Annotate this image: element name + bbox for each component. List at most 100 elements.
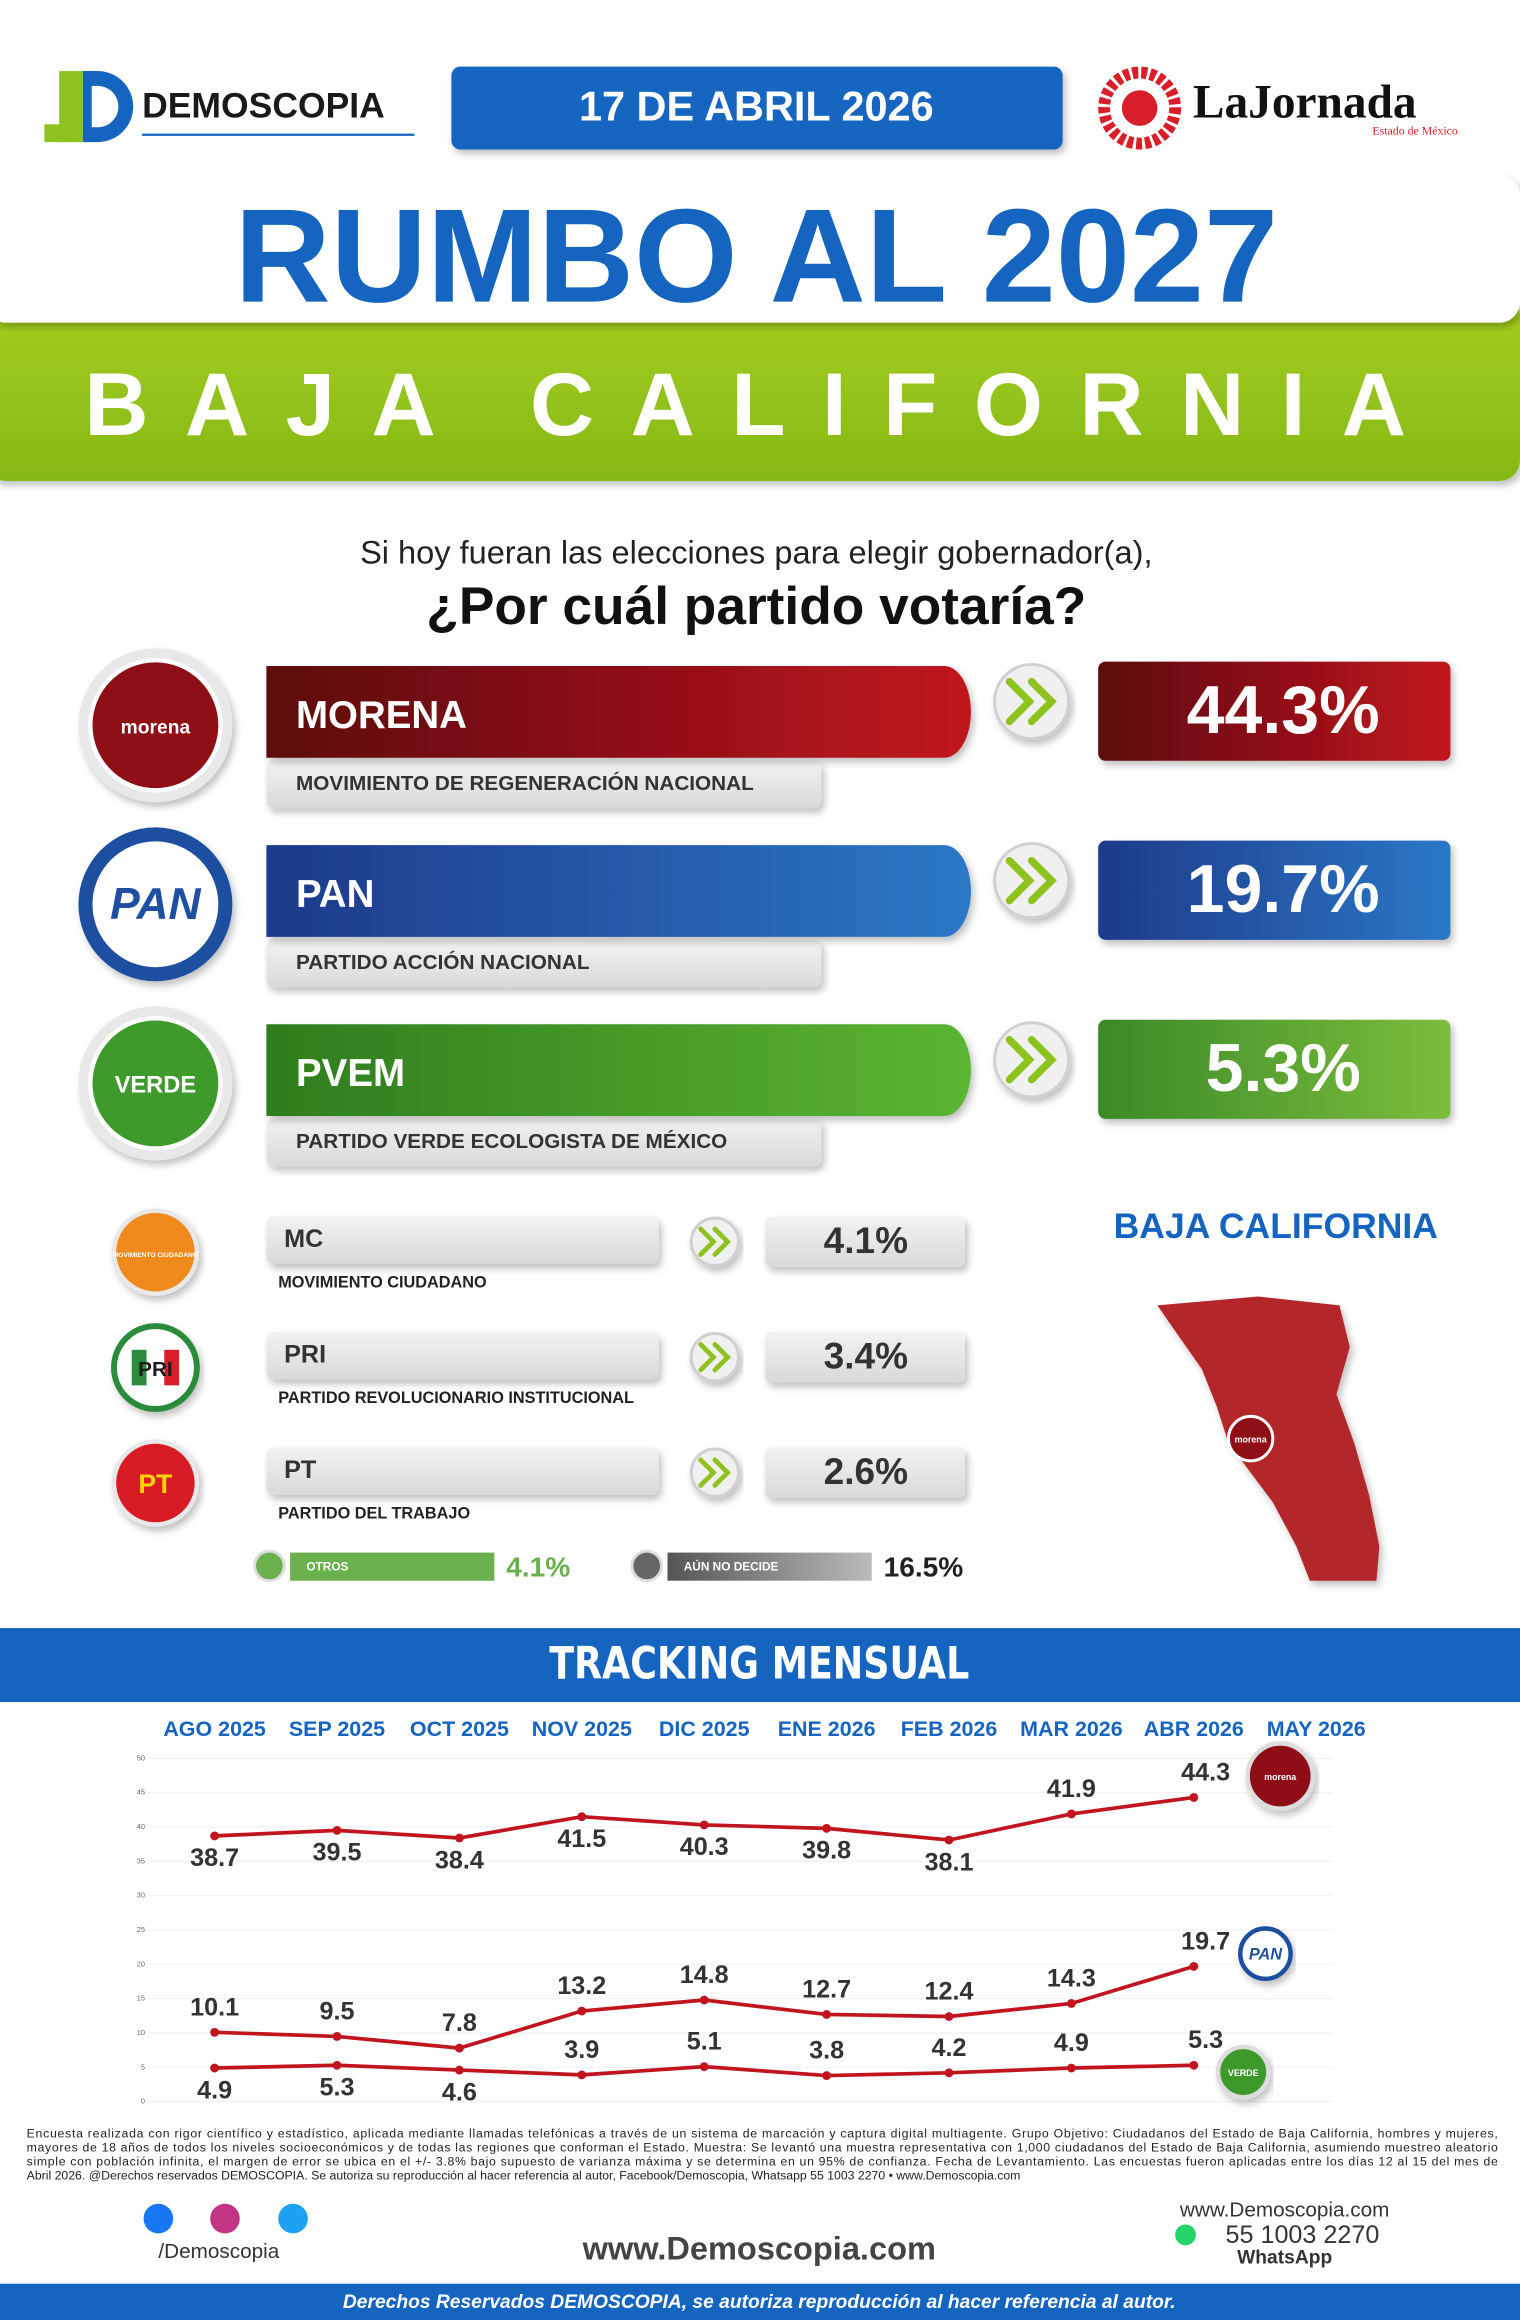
whatsapp-icon <box>1175 2224 1196 2246</box>
subtitle: BAJA CALIFORNIA <box>84 355 1406 454</box>
question-line1: Si hoy fueran las elecciones para elegir… <box>360 535 1152 571</box>
date-box <box>451 66 1063 150</box>
series-point <box>944 1835 954 1845</box>
green-band <box>0 296 1520 482</box>
party-logo <box>88 836 223 972</box>
answer-result: 4.1% <box>506 1551 570 1582</box>
party-logo <box>111 1439 200 1527</box>
legend-label: morena <box>1264 1772 1296 1782</box>
party-logo-text: morena <box>121 717 191 738</box>
data-label: 3.9 <box>564 2036 599 2064</box>
answer-label: OTROS <box>306 1560 348 1574</box>
party-logo-text: PRI <box>138 1358 173 1381</box>
legend-logo <box>1215 2044 1271 2100</box>
result: 44.3% <box>1187 672 1380 748</box>
party-name: PVEM <box>296 1052 405 1095</box>
data-label: 38.7 <box>190 1844 239 1872</box>
party-full-name: MOVIMIENTO CIUDADANO <box>278 1274 486 1292</box>
data-label: 3.8 <box>809 2037 844 2065</box>
brand-sub: Estado de México <box>1372 123 1457 137</box>
series-point <box>944 2068 954 2078</box>
party-name: MORENA <box>296 694 467 737</box>
y-tick-label: 20 <box>137 1959 145 1968</box>
y-tick-label: 10 <box>137 2028 145 2037</box>
series-point <box>1189 1961 1199 1971</box>
series-point <box>944 2012 954 2021</box>
map-marker <box>1226 1414 1275 1463</box>
map-title: BAJA CALIFORNIA <box>1114 1206 1438 1246</box>
party-subbox <box>266 760 822 809</box>
title-box <box>0 174 1520 323</box>
party-box <box>266 1216 659 1264</box>
date: 17 DE ABRIL 2026 <box>579 82 934 129</box>
party-name: PT <box>284 1456 317 1484</box>
result-box <box>1098 840 1451 940</box>
party-name: MC <box>284 1225 323 1253</box>
series-point <box>332 1825 342 1835</box>
logo-flag <box>164 1349 180 1386</box>
data-label: 39.8 <box>802 1837 851 1865</box>
legend-label: VERDE <box>1228 2068 1259 2078</box>
data-label: 13.2 <box>557 1972 606 2000</box>
party-logo-text: VERDE <box>115 1073 197 1099</box>
data-label: 14.8 <box>680 1961 729 1989</box>
logo-d <box>82 71 134 143</box>
series-point <box>454 2065 464 2075</box>
x-tick-label: OCT 2025 <box>410 1717 509 1741</box>
x-tick-label: NOV 2025 <box>532 1717 632 1741</box>
party-full-name: PARTIDO REVOLUCIONARIO INSTITUCIONAL <box>278 1389 634 1407</box>
phone-label: WhatsApp <box>1237 2248 1332 2269</box>
party-box <box>266 1332 659 1380</box>
party-full-name: PARTIDO DEL TRABAJO <box>278 1504 470 1522</box>
legend-logo <box>1238 1926 1293 1982</box>
series-point <box>699 2062 709 2072</box>
result: 19.7% <box>1187 851 1380 927</box>
y-tick-label: 50 <box>137 1753 145 1762</box>
data-label: 38.4 <box>435 1846 484 1874</box>
result-box <box>1098 1019 1451 1119</box>
contact-web: www.Demoscopia.com <box>1179 2199 1390 2222</box>
website: www.Demoscopia.com <box>582 2231 936 2267</box>
rights-bar <box>0 2283 1520 2320</box>
data-label: 4.2 <box>932 2034 967 2062</box>
data-label: 10.1 <box>190 1993 239 2021</box>
social-handle: /Demoscopia <box>158 2240 279 2263</box>
data-label: 44.3 <box>1181 1758 1230 1786</box>
map-marker-text: morena <box>1235 1434 1267 1444</box>
result: 4.1% <box>824 1220 908 1261</box>
rights: Derechos Reservados DEMOSCOPIA, se autor… <box>343 2292 1176 2313</box>
methodology: mayores de 18 años de todos los niveles … <box>27 2141 1498 2155</box>
x-tick-label: MAY 2026 <box>1267 1717 1366 1741</box>
methodology: Abril 2026. @Derechos reservados DEMOSCO… <box>27 2169 1021 2183</box>
data-label: 5.3 <box>320 2074 355 2102</box>
result-box <box>1098 661 1451 761</box>
series-point <box>577 1812 587 1822</box>
y-tick-label: 15 <box>137 1994 145 2003</box>
series-point <box>210 2063 220 2073</box>
y-tick-label: 35 <box>137 1856 145 1865</box>
party-name: PRI <box>284 1340 326 1368</box>
series-point <box>210 1831 220 1841</box>
data-label: 41.9 <box>1047 1775 1096 1803</box>
party-subbox <box>266 1118 822 1167</box>
party-bar <box>266 1024 971 1116</box>
answer-icon <box>630 1549 664 1583</box>
series-point <box>1189 1793 1199 1802</box>
party-logo-text: PAN <box>110 880 201 929</box>
logo-block <box>59 71 83 143</box>
party-full-name: MOVIMIENTO DE REGENERACIÓN NACIONAL <box>296 771 754 795</box>
chart-title-band <box>0 1628 1520 1703</box>
answer-bar <box>290 1552 495 1581</box>
party-logo-text: PT <box>138 1469 172 1499</box>
y-tick-label: 25 <box>137 1925 145 1934</box>
chevron <box>698 1457 731 1488</box>
data-label: 5.3 <box>1188 2026 1223 2054</box>
x-tick-label: ENE 2026 <box>778 1717 876 1741</box>
party-logo <box>88 1016 223 1151</box>
chevron <box>698 1226 731 1257</box>
chevron <box>1005 677 1057 726</box>
party-bar <box>266 845 971 937</box>
series-point <box>1066 1809 1076 1819</box>
series-point <box>210 2027 220 2037</box>
